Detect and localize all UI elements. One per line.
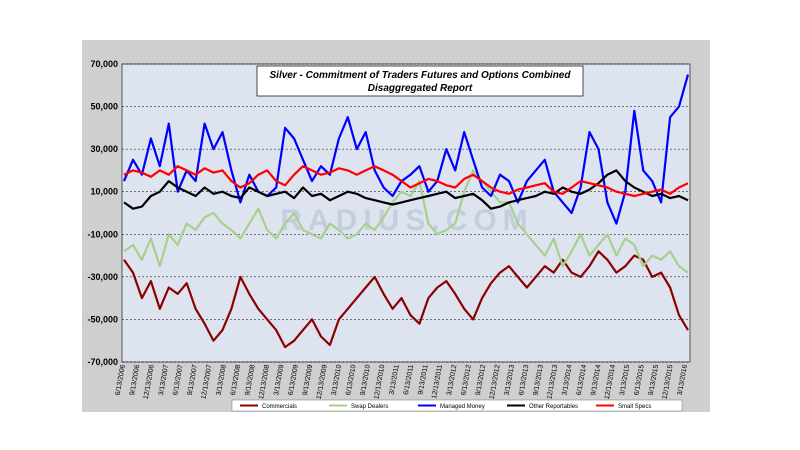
- x-tick-label: 9/13/2012: [475, 364, 487, 396]
- x-tick-label: 9/13/2015: [648, 364, 660, 396]
- x-tick-label: 3/13/2011: [389, 364, 401, 395]
- watermark-text: RADIUS.COM: [280, 204, 533, 237]
- x-tick-label: 12/13/2007: [200, 364, 213, 400]
- x-tick-label: 12/13/2010: [373, 364, 386, 400]
- y-tick-label: -30,000: [87, 272, 118, 282]
- x-tick-label: 6/13/2009: [288, 364, 300, 396]
- y-tick-label: 70,000: [90, 59, 118, 69]
- x-tick-label: 6/13/2011: [403, 364, 415, 395]
- x-tick-label: 6/13/2014: [576, 364, 588, 396]
- x-tick-label: 6/13/2010: [345, 364, 357, 396]
- x-tick-label: 9/13/2009: [302, 364, 314, 396]
- legend-label: Other Reportables: [529, 404, 578, 410]
- x-tick-label: 12/13/2009: [316, 364, 329, 400]
- x-tick-label: 3/13/2015: [619, 364, 631, 396]
- x-tick-label: 9/13/2013: [533, 364, 545, 396]
- x-tick-label: 6/13/2007: [172, 364, 184, 396]
- legend-label: Small Specs: [618, 404, 651, 410]
- x-tick-label: 12/13/2015: [662, 364, 675, 400]
- chart-container: RADIUS.COM 70,000 50,000 30,000 10,000 -10,0…: [82, 40, 710, 412]
- x-tick-label: 6/13/2006: [115, 364, 127, 396]
- chart-svg: RADIUS.COM 70,000 50,000 30,000 10,000 -10,0…: [87, 59, 691, 412]
- x-tick-label: 3/13/2010: [331, 364, 343, 396]
- y-tick-label: -50,000: [87, 314, 118, 324]
- y-tick-label: -10,000: [87, 229, 118, 239]
- y-tick-label: -70,000: [87, 357, 118, 367]
- series-line-small-specs: [123, 165, 689, 198]
- x-tick-label: 12/13/2013: [546, 364, 559, 400]
- y-axis-ticks: 70,000 50,000 30,000 10,000 -10,000 -30,000 -5…: [87, 59, 118, 367]
- x-tick-label: 3/13/2013: [504, 364, 516, 396]
- series-line-managed-money: [122, 74, 690, 225]
- x-tick-label: 6/13/2012: [461, 364, 473, 396]
- x-tick-label: 9/13/2011: [417, 364, 429, 395]
- chart-title-line1: Silver - Commitment of Traders Futures a…: [270, 70, 572, 81]
- x-axis-ticks: 6/13/2006 9/13/2006 12/13/2006 3/13/2007 6/1…: [115, 364, 689, 400]
- legend-box: [231, 399, 683, 412]
- x-tick-label: 9/13/2014: [590, 364, 602, 396]
- series-lines: [122, 74, 690, 349]
- plot-area: [121, 63, 691, 363]
- series-line-swap-dealers: [123, 169, 689, 274]
- x-tick-label: 3/13/2007: [158, 364, 170, 396]
- x-tick-label: 12/13/2006: [143, 364, 156, 400]
- grid-lines: [122, 63, 690, 363]
- legend-label: Swap Dealers: [351, 404, 388, 410]
- y-tick-label: 50,000: [90, 102, 118, 112]
- x-tick-label: 9/13/2006: [129, 364, 141, 396]
- series-line-other-reportables: [123, 169, 689, 210]
- x-tick-label: 12/13/2012: [489, 364, 502, 400]
- x-tick-label: 6/13/2008: [230, 364, 242, 396]
- x-tick-label: 9/13/2008: [244, 364, 256, 396]
- title-box: [256, 65, 584, 97]
- series-line-commercials: [123, 250, 689, 349]
- x-tick-label: 9/13/2010: [360, 364, 372, 396]
- legend-label: Commercials: [262, 404, 297, 410]
- x-tick-label: 3/13/2014: [561, 364, 573, 396]
- y-tick-label: 30,000: [90, 144, 118, 154]
- x-tick-label: 6/13/2013: [518, 364, 530, 396]
- x-tick-label: 3/13/2012: [446, 364, 458, 396]
- x-tick-label: 3/13/2016: [677, 364, 689, 396]
- y-tick-label: 10,000: [90, 187, 118, 197]
- x-tick-label: 3/13/2009: [273, 364, 285, 396]
- x-tick-label: 12/13/2008: [258, 364, 271, 400]
- x-tick-label: 12/13/2011: [431, 364, 444, 399]
- chart-title-line2: Disaggregated Report: [368, 83, 473, 94]
- x-tick-label: 3/13/2008: [216, 364, 228, 396]
- x-tick-label: 12/13/2014: [604, 364, 617, 400]
- x-tick-label: 9/13/2007: [187, 364, 199, 396]
- legend: Commercials Swap Dealers Managed Money Othe…: [240, 404, 651, 410]
- x-tick-label: 6/13/2015: [633, 364, 645, 396]
- legend-label: Managed Money: [440, 404, 485, 410]
